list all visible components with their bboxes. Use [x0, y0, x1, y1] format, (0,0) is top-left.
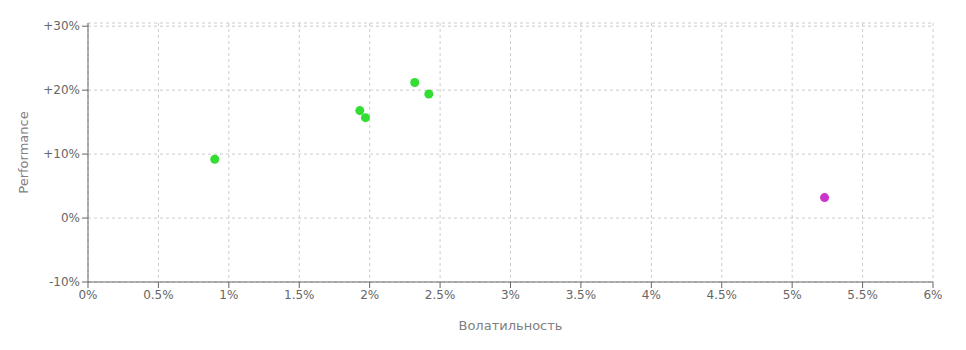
svg-text:4.5%: 4.5%	[707, 288, 738, 302]
svg-text:Волатильность: Волатильность	[459, 318, 563, 333]
svg-text:Performance: Performance	[16, 111, 31, 193]
svg-text:3%: 3%	[501, 288, 520, 302]
svg-text:+30%: +30%	[43, 19, 80, 33]
svg-text:6%: 6%	[923, 288, 942, 302]
svg-text:0%: 0%	[61, 211, 80, 225]
svg-text:+20%: +20%	[43, 83, 80, 97]
svg-text:5%: 5%	[783, 288, 802, 302]
svg-text:1%: 1%	[219, 288, 238, 302]
svg-text:0%: 0%	[78, 288, 97, 302]
svg-text:2%: 2%	[360, 288, 379, 302]
svg-text:0.5%: 0.5%	[143, 288, 174, 302]
svg-text:5.5%: 5.5%	[847, 288, 878, 302]
svg-text:1.5%: 1.5%	[284, 288, 315, 302]
svg-text:+10%: +10%	[43, 147, 80, 161]
svg-text:-10%: -10%	[49, 275, 80, 289]
svg-text:4%: 4%	[642, 288, 661, 302]
svg-text:3.5%: 3.5%	[566, 288, 597, 302]
svg-text:2.5%: 2.5%	[425, 288, 456, 302]
